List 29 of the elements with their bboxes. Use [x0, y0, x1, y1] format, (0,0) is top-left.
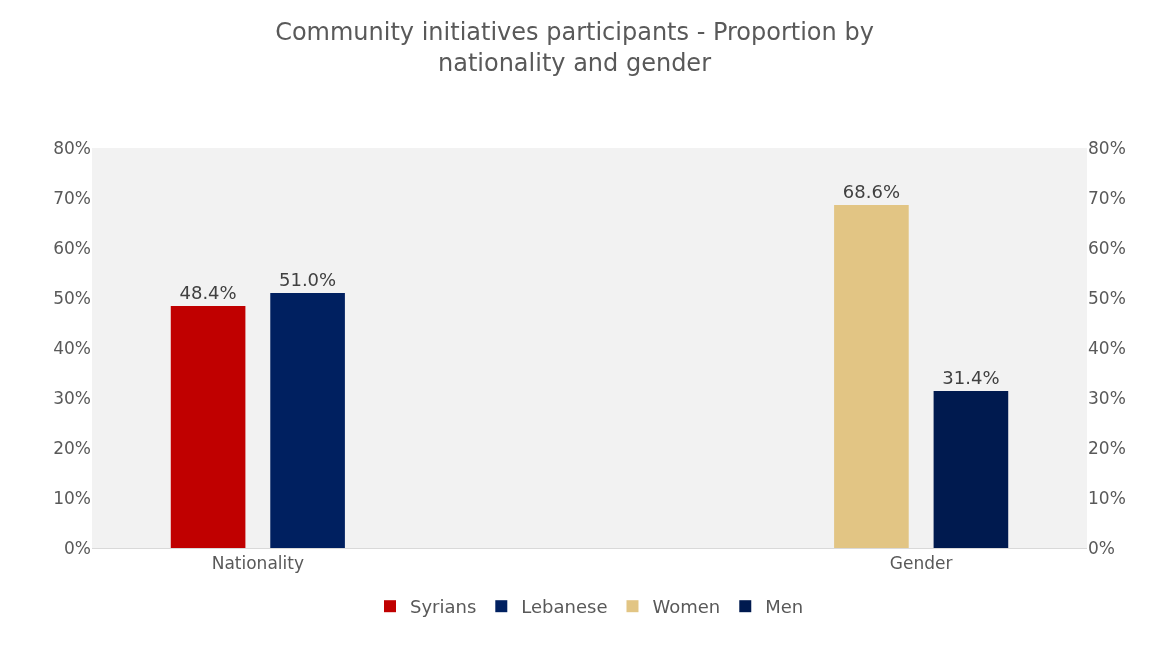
legend-label: Syrians	[410, 596, 477, 618]
y2-tick-label: 40%	[1088, 337, 1126, 358]
y-tick-label: 0%	[64, 537, 91, 558]
data-label: 51.0%	[278, 269, 337, 290]
y-tick-label: 50%	[53, 287, 91, 308]
y2-tick-label: 30%	[1088, 387, 1126, 408]
y2-tick-label: 20%	[1088, 437, 1126, 458]
data-label: 31.4%	[942, 367, 1000, 388]
y2-tick-label: 50%	[1088, 287, 1126, 308]
y-tick-label: 40%	[53, 337, 91, 358]
legend-label: Lebanese	[521, 596, 608, 618]
y-tick-label: 70%	[53, 187, 91, 208]
y-tick-label: 80%	[53, 137, 91, 158]
y2-tick-label: 0%	[1088, 537, 1115, 558]
y2-tick-label: 70%	[1088, 187, 1126, 208]
legend-label: Women	[652, 596, 721, 618]
y-tick-label: 60%	[53, 237, 91, 258]
y2-tick-label: 10%	[1088, 487, 1126, 508]
y-tick-label: 30%	[53, 387, 91, 408]
y2-tick-label: 60%	[1088, 237, 1126, 258]
chart-title: Community initiatives participants - Proportion by nationality and gender	[275, 17, 874, 77]
y-tick-label: 10%	[53, 487, 91, 508]
x-tick-label: Nationality	[211, 553, 304, 574]
data-label: 48.4%	[179, 282, 237, 303]
legend-label: Men	[765, 596, 804, 618]
data-label: 68.6%	[842, 181, 901, 202]
y-tick-label: 20%	[53, 437, 91, 458]
y2-tick-label: 80%	[1088, 137, 1126, 158]
x-tick-label: Gender	[889, 553, 953, 574]
